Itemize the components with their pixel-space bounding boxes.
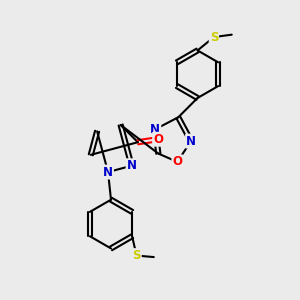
Text: S: S xyxy=(132,249,141,262)
Text: N: N xyxy=(127,159,136,172)
Text: O: O xyxy=(153,133,163,146)
Text: O: O xyxy=(172,155,182,168)
Text: N: N xyxy=(150,123,160,136)
Text: S: S xyxy=(210,31,218,44)
Text: N: N xyxy=(103,166,113,178)
Text: N: N xyxy=(186,135,196,148)
